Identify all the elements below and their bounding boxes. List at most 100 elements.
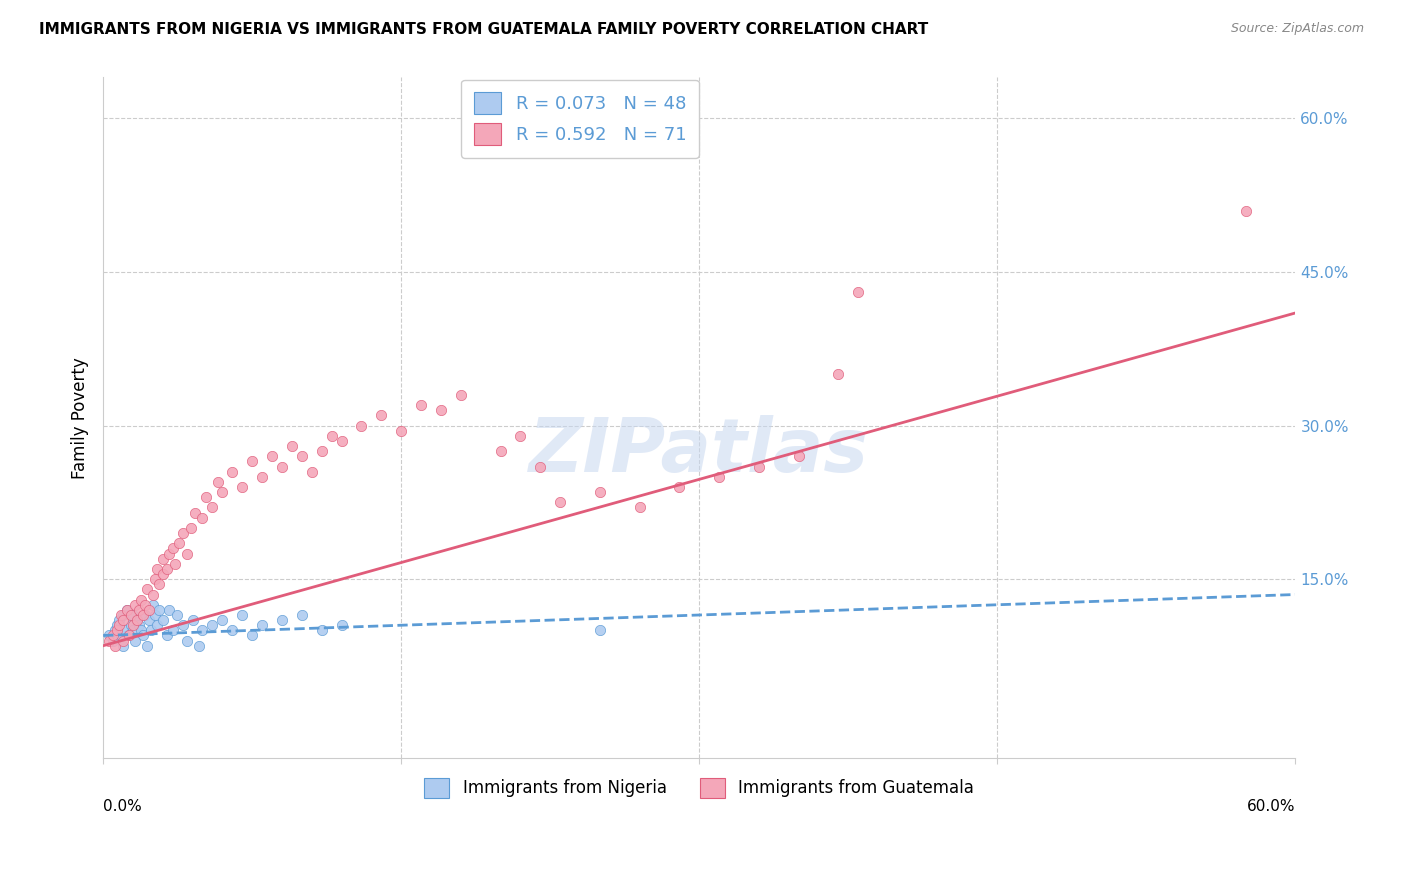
Point: [108, 618, 131, 632]
Point: [104, 639, 127, 653]
Point: [748, 459, 770, 474]
Text: 60.0%: 60.0%: [1247, 799, 1295, 814]
Point: [129, 592, 152, 607]
Point: [128, 618, 150, 632]
Point: [191, 624, 214, 638]
Point: [104, 624, 127, 638]
Point: [134, 607, 156, 622]
Text: IMMIGRANTS FROM NIGERIA VS IMMIGRANTS FROM GUATEMALA FAMILY POVERTY CORRELATION : IMMIGRANTS FROM NIGERIA VS IMMIGRANTS FR…: [39, 22, 928, 37]
Point: [122, 607, 145, 622]
Point: [291, 450, 314, 464]
Text: Source: ZipAtlas.com: Source: ZipAtlas.com: [1230, 22, 1364, 36]
Point: [157, 547, 180, 561]
Point: [122, 624, 145, 638]
Point: [163, 557, 186, 571]
Point: [143, 607, 166, 622]
Point: [430, 403, 453, 417]
Point: [409, 398, 432, 412]
Point: [98, 628, 121, 642]
Point: [101, 633, 124, 648]
Point: [108, 613, 131, 627]
Point: [250, 469, 273, 483]
Point: [120, 618, 142, 632]
Point: [589, 485, 612, 500]
Point: [191, 510, 214, 524]
Point: [114, 624, 136, 638]
Point: [628, 500, 651, 515]
Point: [311, 444, 333, 458]
Point: [330, 434, 353, 448]
Point: [281, 439, 304, 453]
Point: [231, 480, 253, 494]
Point: [122, 618, 145, 632]
Point: [231, 607, 253, 622]
Point: [162, 541, 184, 556]
Point: [105, 618, 128, 632]
Point: [125, 613, 148, 627]
Point: [529, 459, 551, 474]
Point: [148, 603, 170, 617]
Point: [291, 607, 314, 622]
Legend: Immigrants from Nigeria, Immigrants from Guatemala: Immigrants from Nigeria, Immigrants from…: [411, 764, 987, 812]
Point: [183, 506, 205, 520]
Point: [509, 429, 531, 443]
Point: [271, 613, 294, 627]
Point: [98, 633, 121, 648]
Point: [135, 639, 157, 653]
Point: [148, 577, 170, 591]
Text: 0.0%: 0.0%: [103, 799, 142, 814]
Point: [221, 624, 243, 638]
Point: [115, 603, 138, 617]
Text: ZIPatlas: ZIPatlas: [529, 416, 869, 489]
Point: [146, 562, 169, 576]
Point: [142, 598, 165, 612]
Point: [389, 424, 412, 438]
Point: [156, 628, 179, 642]
Y-axis label: Family Poverty: Family Poverty: [72, 357, 89, 479]
Point: [827, 368, 849, 382]
Point: [120, 607, 142, 622]
Point: [129, 624, 152, 638]
Point: [172, 618, 194, 632]
Point: [146, 618, 169, 632]
Point: [138, 613, 160, 627]
Point: [124, 598, 146, 612]
Point: [195, 490, 218, 504]
Point: [134, 598, 156, 612]
Point: [450, 388, 472, 402]
Point: [321, 429, 343, 443]
Point: [176, 547, 198, 561]
Point: [115, 603, 138, 617]
Point: [167, 536, 190, 550]
Point: [180, 521, 202, 535]
Point: [132, 628, 155, 642]
Point: [211, 613, 233, 627]
Point: [240, 454, 263, 468]
Point: [110, 628, 132, 642]
Point: [118, 628, 141, 642]
Point: [1234, 203, 1257, 218]
Point: [152, 551, 174, 566]
Point: [187, 639, 209, 653]
Point: [489, 444, 512, 458]
Point: [201, 618, 224, 632]
Point: [132, 607, 155, 622]
Point: [668, 480, 690, 494]
Point: [311, 624, 333, 638]
Point: [111, 633, 134, 648]
Point: [139, 624, 162, 638]
Point: [138, 603, 160, 617]
Point: [211, 485, 233, 500]
Point: [118, 628, 141, 642]
Point: [201, 500, 224, 515]
Point: [101, 628, 124, 642]
Point: [124, 633, 146, 648]
Point: [787, 450, 810, 464]
Point: [181, 613, 204, 627]
Point: [301, 465, 323, 479]
Point: [143, 572, 166, 586]
Point: [135, 582, 157, 597]
Point: [350, 418, 373, 433]
Point: [330, 618, 353, 632]
Point: [207, 475, 229, 489]
